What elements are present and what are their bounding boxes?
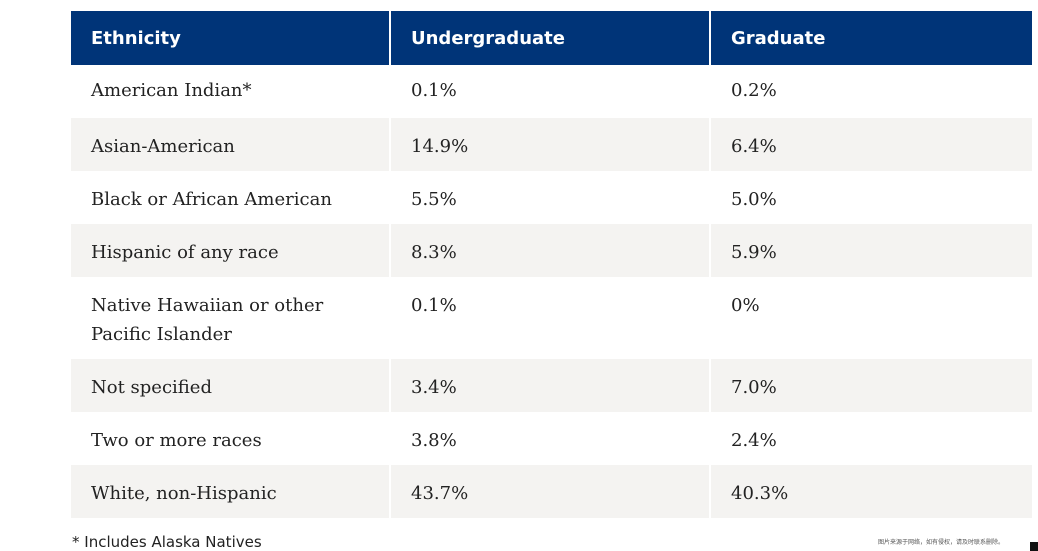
cell-undergraduate: 3.4% [391, 359, 711, 412]
cell-graduate: 40.3% [711, 465, 1032, 518]
footnote: * Includes Alaska Natives [72, 533, 262, 551]
cell-ethnicity: Native Hawaiian or other Pacific Islande… [71, 277, 391, 359]
cell-undergraduate: 43.7% [391, 465, 711, 518]
cell-graduate: 6.4% [711, 118, 1032, 171]
header-ethnicity: Ethnicity [71, 11, 391, 65]
cell-ethnicity: Hispanic of any race [71, 224, 391, 277]
cell-undergraduate: 0.1% [391, 65, 711, 118]
header-undergraduate: Undergraduate [391, 11, 711, 65]
cell-ethnicity: Not specified [71, 359, 391, 412]
cell-graduate: 0.2% [731, 80, 777, 101]
cell-undergraduate: 3.8% [391, 412, 711, 465]
cell-ethnicity: Two or more races [71, 412, 391, 465]
cell-undergraduate: 0.1% [391, 277, 711, 359]
cell-undergraduate: 5.5% [391, 171, 711, 224]
table-body: American Indian* 0.1% 0.2% Asian-America… [71, 65, 1032, 518]
header-row: Ethnicity Undergraduate Graduate [71, 11, 1032, 65]
cell-ethnicity: American Indian* [71, 65, 391, 118]
cell-graduate: 5.9% [711, 224, 1032, 277]
table-row: Hispanic of any race 8.3% 5.9% [71, 224, 1032, 277]
table-row: Native Hawaiian or other Pacific Islande… [71, 277, 1032, 359]
header-graduate: Graduate [711, 11, 1032, 65]
ethnicity-table-container: Ethnicity Undergraduate Graduate America… [71, 11, 1032, 518]
cell-undergraduate: 14.9% [391, 118, 711, 171]
cell-graduate: 5.0% [731, 189, 777, 210]
table-row: Black or African American 5.5% 5.0% [71, 171, 1032, 224]
cell-undergraduate: 8.3% [391, 224, 711, 277]
cell-ethnicity: White, non-Hispanic [71, 465, 391, 518]
table-header: Ethnicity Undergraduate Graduate [71, 11, 1032, 65]
cell-graduate: 2.4% [731, 430, 777, 451]
cell-graduate: 0% [731, 295, 760, 316]
table-row: Two or more races 3.8% 2.4% [71, 412, 1032, 465]
table-row: Not specified 3.4% 7.0% [71, 359, 1032, 412]
corner-mark [1030, 542, 1038, 551]
table-row: American Indian* 0.1% 0.2% [71, 65, 1032, 118]
ethnicity-table: Ethnicity Undergraduate Graduate America… [71, 11, 1032, 518]
watermark-text: 图片来源于网络，如有侵权，请及时联系删除。 [878, 539, 1005, 546]
cell-graduate: 7.0% [711, 359, 1032, 412]
cell-ethnicity: Asian-American [71, 118, 391, 171]
cell-ethnicity: Black or African American [71, 171, 391, 224]
table-row: Asian-American 14.9% 6.4% [71, 118, 1032, 171]
table-row: White, non-Hispanic 43.7% 40.3% [71, 465, 1032, 518]
